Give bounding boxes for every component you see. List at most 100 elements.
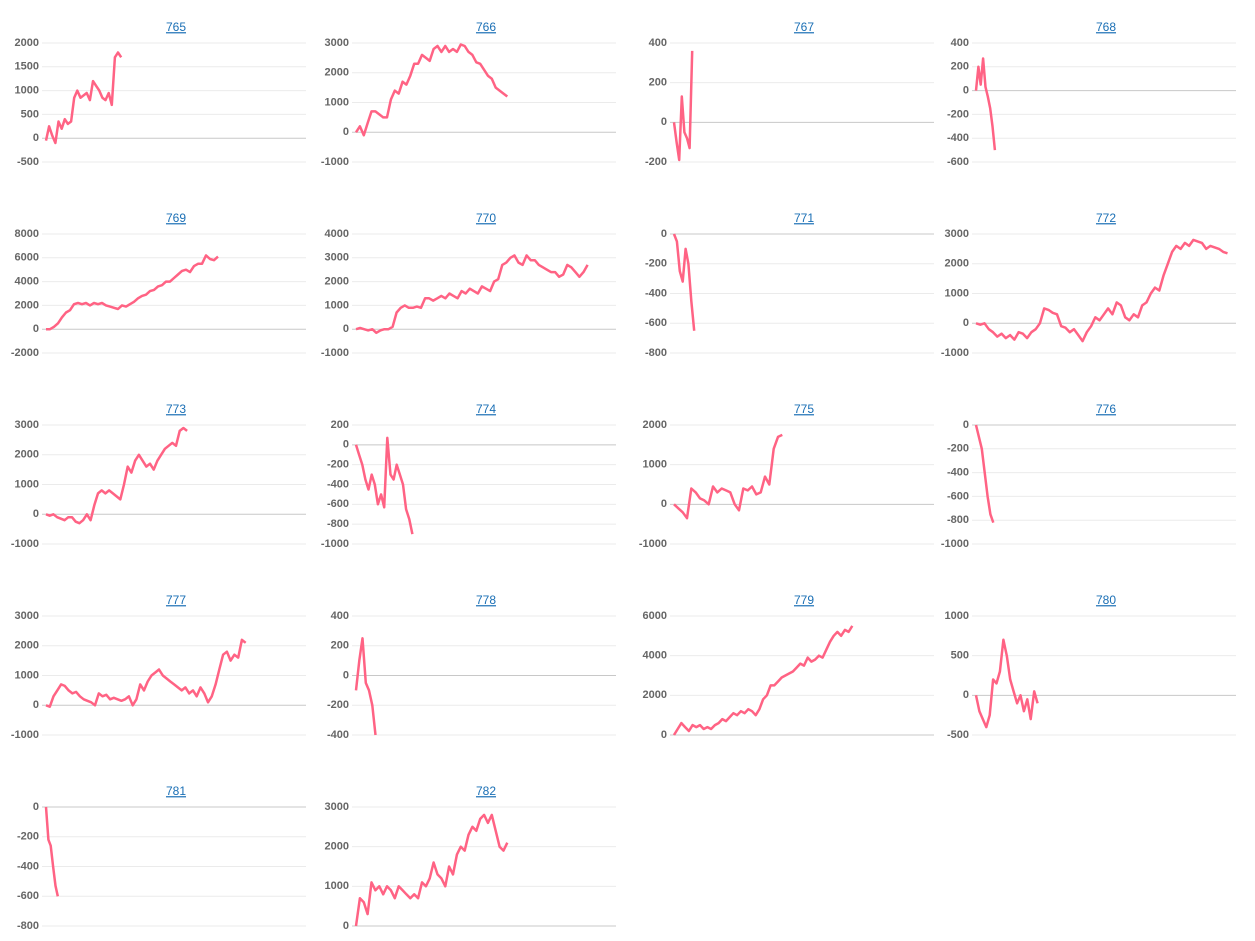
y-tick-label: 0 [343,669,349,681]
chart-title[interactable]: 781 [166,784,186,798]
y-tick-label: 2000 [325,67,349,79]
y-tick-label: 200 [951,61,969,73]
y-tick-label: 3000 [325,252,349,264]
chart-title[interactable]: 776 [1096,402,1116,416]
y-tick-label: -500 [947,729,969,741]
y-tick-label: 3000 [945,228,969,240]
y-tick-label: 200 [331,419,349,431]
chart-title[interactable]: 765 [166,20,186,34]
y-tick-label: 0 [661,228,667,240]
y-tick-label: -200 [327,699,349,711]
y-tick-label: 8000 [15,228,39,240]
y-tick-label: 0 [343,920,349,932]
y-tick-label: 1000 [325,96,349,108]
chart-title[interactable]: 782 [476,784,496,798]
y-tick-label: -600 [947,156,969,168]
chart-title[interactable]: 767 [794,20,814,34]
y-tick-label: 3000 [325,37,349,49]
y-tick-label: 0 [33,132,39,144]
chart-title[interactable]: 770 [476,211,496,225]
y-tick-label: 0 [963,689,969,701]
y-tick-label: 2000 [643,419,667,431]
y-tick-label: -200 [947,443,969,455]
y-tick-label: 2000 [325,276,349,288]
y-tick-label: -2000 [11,347,39,359]
y-tick-label: -400 [17,860,39,872]
series-line [974,638,1039,729]
y-tick-label: -800 [947,514,969,526]
y-tick-label: 4000 [643,650,667,662]
chart-title[interactable]: 772 [1096,211,1116,225]
y-tick-label: -400 [947,132,969,144]
series-line [673,433,783,520]
y-tick-label: -200 [947,108,969,120]
series-line [354,637,377,736]
chart-title[interactable]: 768 [1096,20,1116,34]
y-tick-label: 400 [951,37,969,49]
y-tick-label: 0 [343,323,349,335]
y-tick-label: -600 [17,890,39,902]
chart-title[interactable]: 771 [794,211,814,225]
y-tick-label: -800 [645,347,667,359]
y-tick-label: -1000 [11,538,39,550]
chart-title[interactable]: 766 [476,20,496,34]
series-line [44,806,60,897]
y-tick-label: 0 [33,801,39,813]
y-tick-label: 1000 [15,478,39,490]
y-tick-label: 3000 [15,610,39,622]
y-tick-label: 2000 [15,37,39,49]
y-tick-label: -1000 [321,538,349,550]
y-tick-label: -400 [947,467,969,479]
y-tick-label: 2000 [945,258,969,270]
series-line [45,426,188,525]
y-tick-label: 400 [649,37,667,49]
y-tick-label: 0 [343,439,349,451]
y-tick-label: -200 [327,459,349,471]
chart-title[interactable]: 769 [166,211,186,225]
y-tick-label: 2000 [325,841,349,853]
series-line [975,238,1228,343]
y-tick-label: 2000 [15,299,39,311]
y-tick-label: 0 [33,699,39,711]
series-line [672,50,694,162]
y-tick-label: -1000 [639,538,667,550]
series-line [355,254,589,335]
chart-title[interactable]: 775 [794,402,814,416]
y-tick-label: 500 [951,650,969,662]
y-tick-label: 1000 [325,299,349,311]
y-tick-label: 1000 [945,287,969,299]
y-tick-label: 0 [963,419,969,431]
y-tick-label: -400 [645,287,667,299]
chart-title[interactable]: 773 [166,402,186,416]
y-tick-label: -800 [327,518,349,530]
series-line [672,233,696,331]
chart-title[interactable]: 780 [1096,593,1116,607]
series-line [974,57,997,151]
y-tick-label: 2000 [15,449,39,461]
series-line [45,638,247,708]
series-line [354,436,414,535]
y-tick-label: 1000 [643,459,667,471]
y-tick-label: -500 [17,156,39,168]
y-tick-label: -200 [645,258,667,270]
chart-title[interactable]: 778 [476,593,496,607]
y-tick-label: 0 [661,116,667,128]
y-tick-label: -200 [645,156,667,168]
y-tick-label: 3000 [15,419,39,431]
y-tick-label: 0 [33,508,39,520]
chart-title[interactable]: 774 [476,402,496,416]
series-line [672,625,854,736]
y-tick-label: 2000 [15,640,39,652]
y-tick-label: 0 [661,729,667,741]
y-tick-label: -400 [327,729,349,741]
y-tick-label: 0 [343,126,349,138]
y-tick-label: -400 [327,478,349,490]
y-tick-label: -1000 [321,156,349,168]
y-tick-label: -600 [645,317,667,329]
y-tick-label: 0 [963,85,969,97]
chart-title[interactable]: 779 [794,593,814,607]
chart-title[interactable]: 777 [166,593,186,607]
y-tick-label: 200 [649,77,667,89]
y-tick-label: 4000 [325,228,349,240]
